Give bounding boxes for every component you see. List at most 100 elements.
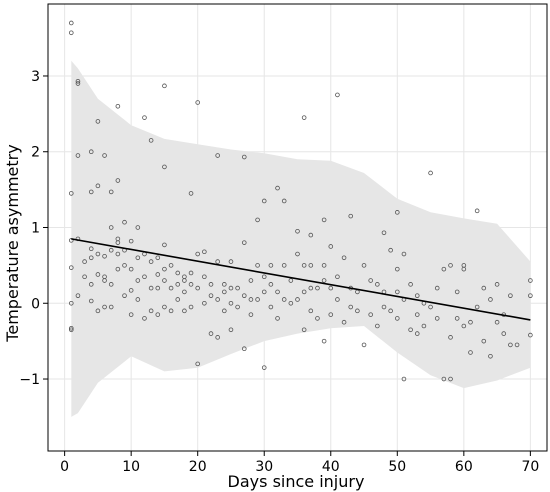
data-point-126 [275, 185, 280, 191]
data-point-113 [248, 278, 254, 283]
data-point-67 [162, 164, 167, 170]
data-point-12 [75, 293, 81, 298]
data-point-149 [321, 278, 327, 283]
data-point-0 [68, 20, 74, 26]
y-tick-label-4: 3 [31, 69, 40, 85]
data-point-193 [441, 266, 447, 272]
data-point-107 [235, 285, 240, 291]
data-point-216 [508, 342, 513, 348]
data-point-156 [335, 297, 340, 302]
data-point-146 [315, 316, 320, 321]
data-point-155 [335, 274, 340, 280]
data-point-164 [361, 263, 367, 268]
data-point-79 [182, 278, 187, 283]
data-point-32 [108, 225, 114, 230]
data-point-197 [448, 376, 453, 382]
data-point-54 [142, 115, 147, 120]
data-point-169 [375, 323, 380, 329]
data-point-159 [348, 213, 354, 219]
data-point-132 [288, 278, 294, 283]
regression-line [71, 238, 531, 321]
data-point-23 [95, 251, 101, 257]
data-point-44 [122, 263, 127, 268]
data-point-111 [241, 293, 247, 298]
data-point-27 [102, 253, 107, 259]
data-point-215 [508, 293, 513, 298]
data-point-15 [88, 149, 94, 155]
data-point-58 [148, 138, 154, 143]
data-point-219 [528, 293, 533, 298]
data-point-39 [115, 240, 121, 245]
data-point-134 [295, 228, 300, 234]
data-point-188 [421, 323, 427, 329]
data-point-73 [168, 285, 174, 291]
data-point-168 [375, 282, 380, 287]
data-point-183 [408, 327, 413, 333]
data-point-96 [215, 153, 220, 158]
data-point-34 [108, 282, 114, 287]
data-point-109 [241, 154, 247, 160]
data-point-84 [188, 282, 194, 287]
data-point-26 [102, 153, 107, 158]
data-point-167 [368, 312, 373, 317]
data-point-31 [108, 189, 114, 195]
data-point-190 [428, 304, 433, 310]
data-point-214 [501, 331, 507, 336]
data-point-202 [461, 323, 467, 329]
data-point-141 [308, 232, 314, 238]
data-point-161 [348, 304, 354, 310]
data-point-2 [68, 191, 74, 196]
data-point-217 [514, 342, 520, 348]
data-point-14 [82, 259, 87, 264]
data-point-185 [414, 312, 420, 317]
data-point-8 [75, 78, 81, 84]
data-point-42 [122, 219, 127, 225]
data-point-52 [135, 278, 141, 283]
x-tick-label-7: 70 [521, 459, 539, 475]
data-point-189 [428, 170, 433, 176]
data-point-22 [95, 183, 101, 189]
data-point-151 [328, 244, 334, 249]
x-tick-label-0: 0 [60, 459, 69, 475]
data-point-30 [102, 304, 107, 310]
x-tick-label-3: 30 [255, 459, 273, 475]
data-point-128 [275, 316, 280, 321]
data-point-210 [488, 353, 493, 359]
data-point-60 [148, 285, 154, 291]
data-point-212 [494, 319, 500, 325]
data-point-120 [261, 274, 267, 280]
data-point-137 [301, 115, 307, 120]
data-point-3 [68, 265, 74, 270]
data-point-166 [368, 278, 373, 283]
y-tick-label-0: −1 [19, 372, 40, 388]
data-point-170 [381, 230, 387, 236]
data-point-63 [155, 272, 161, 277]
data-point-105 [228, 300, 234, 306]
data-point-124 [268, 282, 274, 287]
data-point-150 [321, 338, 327, 344]
data-point-144 [308, 308, 314, 314]
data-point-50 [135, 225, 141, 230]
data-point-19 [88, 282, 94, 287]
data-point-133 [288, 300, 294, 306]
data-point-110 [241, 240, 247, 245]
x-tick-label-1: 10 [122, 459, 140, 475]
data-point-81 [182, 308, 187, 314]
data-point-208 [481, 338, 487, 344]
data-point-33 [108, 247, 114, 253]
data-point-206 [474, 304, 480, 310]
data-point-62 [155, 255, 161, 261]
data-point-94 [208, 293, 214, 298]
data-point-89 [195, 361, 201, 367]
data-point-140 [301, 327, 307, 333]
data-point-131 [281, 297, 287, 302]
data-point-41 [115, 266, 121, 272]
data-point-77 [175, 297, 181, 302]
data-point-196 [448, 335, 453, 340]
data-point-20 [88, 298, 94, 304]
data-point-114 [248, 297, 254, 302]
data-point-178 [394, 316, 400, 321]
data-point-51 [135, 255, 141, 261]
data-point-69 [162, 266, 167, 272]
data-point-218 [528, 278, 533, 283]
